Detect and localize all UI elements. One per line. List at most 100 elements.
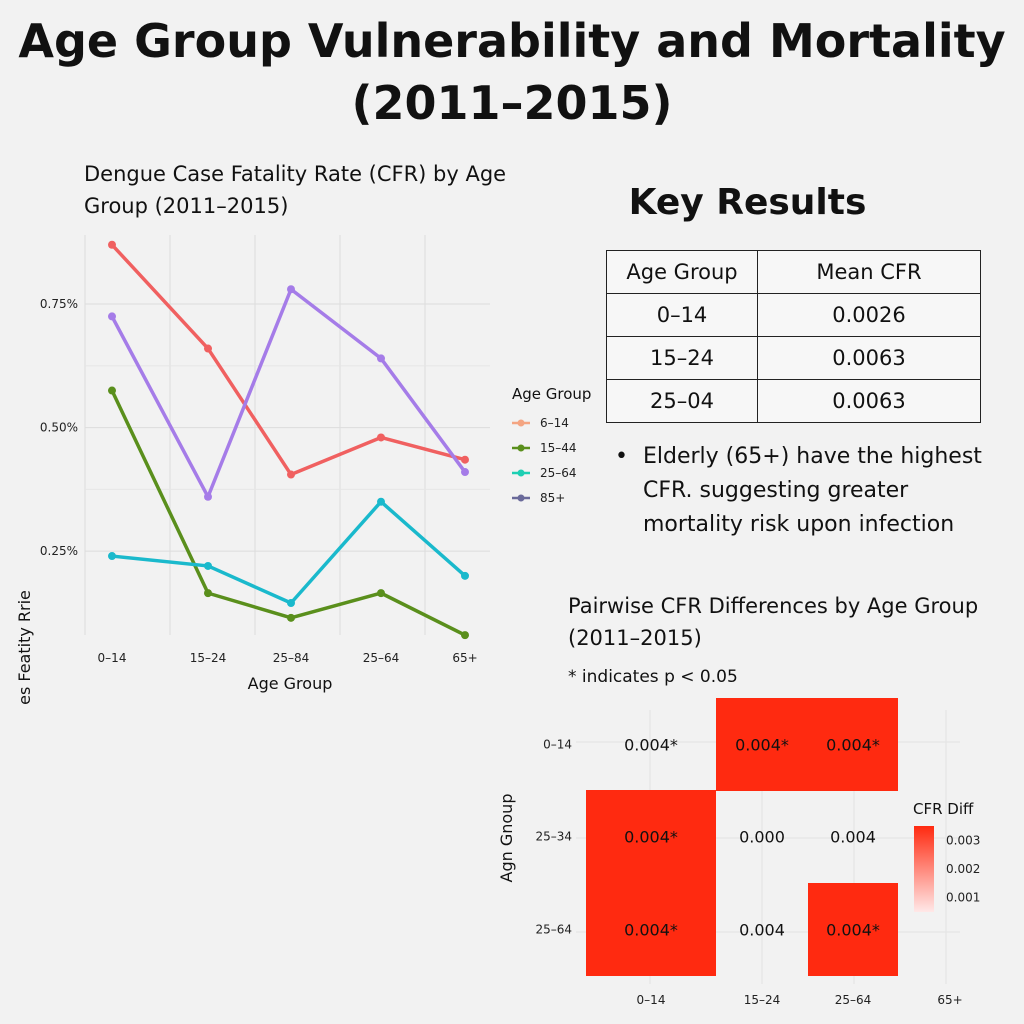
table-cell-mean-cfr: 0.0063 (757, 336, 981, 380)
heatmap-title: Pairwise CFR Differences by Age Group (2… (568, 594, 979, 650)
x-tick-label: 25–64 (835, 993, 872, 1007)
data-point (287, 613, 295, 622)
line-chart-x-ticks: 0–14 15–24 25–84 25–64 65+ (98, 651, 478, 665)
heatmap-cell (808, 698, 898, 791)
line-chart-series (108, 240, 469, 640)
bullet-text: Elderly (65+) have the highest CFR. sugg… (643, 444, 982, 537)
legend-swatch-dot (517, 444, 525, 452)
y-tick-label: 0.75% (40, 297, 78, 311)
data-point (108, 312, 116, 321)
line-chart: 0.25% 0.50% 0.75% 0–14 15–24 25–84 25–64 65+ A… (15, 235, 591, 705)
data-point (204, 561, 212, 570)
y-tick-label: 0–14 (543, 738, 572, 752)
heatmap-cell-label: 0.004 (830, 828, 876, 847)
heatmap-cell (586, 883, 716, 976)
line-chart-y-ticks: 0.25% 0.50% 0.75% (40, 297, 78, 558)
y-tick-label: 0.50% (40, 421, 78, 435)
heatmap-cell-label: 0.004 (739, 921, 785, 940)
series-line (110, 243, 466, 477)
legend-entry: 85+ (540, 491, 565, 505)
heatmap-subtitle: * indicates p < 0.05 (568, 667, 738, 687)
legend-swatch-dot (517, 469, 525, 477)
data-point (108, 552, 116, 561)
x-tick-label: 65+ (937, 993, 962, 1007)
heatmap-cell (808, 883, 898, 976)
data-point (377, 433, 385, 442)
data-point (461, 571, 469, 580)
table-header-age-group: Age Group (606, 250, 758, 294)
heatmap-cell-label: 0.004* (624, 828, 678, 847)
data-point (461, 455, 469, 464)
heatmap-y-axis-label: Agn Gnoup (497, 794, 516, 883)
data-point (287, 285, 295, 294)
heatmap-cell-label: 0.004* (624, 921, 678, 940)
colorbar-title: CFR Diff (913, 800, 974, 818)
x-tick-label: 15–24 (744, 993, 781, 1007)
table-row: 0–14 0.0026 (606, 293, 981, 337)
x-tick-label: 0–14 (98, 651, 127, 665)
heatmap-cell (586, 790, 716, 883)
heatmap-cell-label: 0.004* (735, 736, 789, 755)
data-point (461, 631, 469, 640)
x-tick-label: 0–14 (637, 993, 666, 1007)
series-line (110, 287, 467, 499)
line-chart-legend: Age Group 6–14 15–44 25–64 85+ (512, 385, 591, 505)
heatmap-cell-label: 0.004* (624, 736, 678, 755)
data-point (204, 344, 212, 353)
heatmap-colorbar: CFR Diff 0.003 0.002 0.001 (913, 800, 980, 912)
legend-swatch-dot (517, 419, 525, 427)
table-row: 25–04 0.0063 (606, 379, 981, 423)
key-result-bullet: • Elderly (65+) have the highest CFR. su… (615, 440, 995, 542)
table-row: 15–24 0.0063 (606, 336, 981, 380)
heatmap-cells: 0.004* 0.004* 0.004* 0.004* 0.000 0.004 0.004*… (586, 698, 898, 976)
line-chart-title: Dengue Case Fatality Rate (CFR) by Age G… (84, 162, 507, 218)
table-header-row: Age Group Mean CFR (606, 250, 981, 294)
x-tick-label: 25–84 (273, 651, 310, 665)
heatmap-cell-label: 0.000 (739, 828, 785, 847)
heatmap-y-ticks: 0–14 25–34 25–64 (535, 738, 572, 937)
legend-entry: 15–44 (540, 441, 577, 455)
page-title: Age Group Vulnerability and Mortality (2… (18, 14, 1006, 130)
heatmap-cell-label: 0.004* (826, 736, 880, 755)
x-tick-label: 25–64 (363, 651, 400, 665)
colorbar-tick-label: 0.003 (946, 833, 980, 847)
table-cell-age-group: 15–24 (606, 336, 758, 380)
data-point (461, 468, 469, 477)
data-point (204, 589, 212, 598)
bullet-icon: • (615, 444, 628, 469)
key-results-table: Age Group Mean CFR 0–14 0.0026 15–24 0.0… (606, 250, 981, 423)
legend-title: Age Group (512, 385, 591, 403)
y-tick-label: 0.25% (40, 544, 78, 558)
heatmap-cell (716, 698, 808, 791)
line-chart-y-axis-label: Cees Featity Rrie (15, 590, 34, 705)
data-point (377, 589, 385, 598)
x-tick-label: 65+ (452, 651, 477, 665)
table-cell-mean-cfr: 0.0026 (757, 293, 981, 337)
data-point (108, 386, 116, 395)
legend-swatch-dot (517, 494, 525, 502)
legend-entry: 6–14 (540, 416, 569, 430)
table-header-mean-cfr: Mean CFR (757, 250, 981, 294)
table-cell-mean-cfr: 0.0063 (757, 379, 981, 423)
data-point (204, 492, 212, 501)
series-line (111, 499, 467, 605)
table-cell-age-group: 25–04 (606, 379, 758, 423)
data-point (377, 354, 385, 363)
heatmap-chart: 0.004* 0.004* 0.004* 0.004* 0.000 0.004 0.004*… (497, 698, 980, 1007)
line-chart-x-axis-label: Age Group (248, 674, 333, 693)
heatmap-cell-label: 0.004* (826, 921, 880, 940)
legend-entry: 25–64 (540, 466, 577, 480)
data-point (108, 240, 116, 249)
y-tick-label: 25–34 (535, 830, 572, 844)
x-tick-label: 15–24 (190, 651, 227, 665)
table-cell-age-group: 0–14 (606, 293, 758, 337)
data-point (287, 470, 295, 479)
colorbar-tick-label: 0.002 (946, 862, 980, 876)
colorbar-gradient (914, 826, 934, 912)
heatmap-x-ticks: 0–14 15–24 25–64 65+ (637, 993, 963, 1007)
y-tick-label: 25–64 (535, 923, 572, 937)
line-chart-grid (84, 235, 490, 635)
key-results-title: Key Results (628, 182, 867, 223)
colorbar-tick-label: 0.001 (946, 891, 980, 905)
data-point (287, 599, 295, 607)
